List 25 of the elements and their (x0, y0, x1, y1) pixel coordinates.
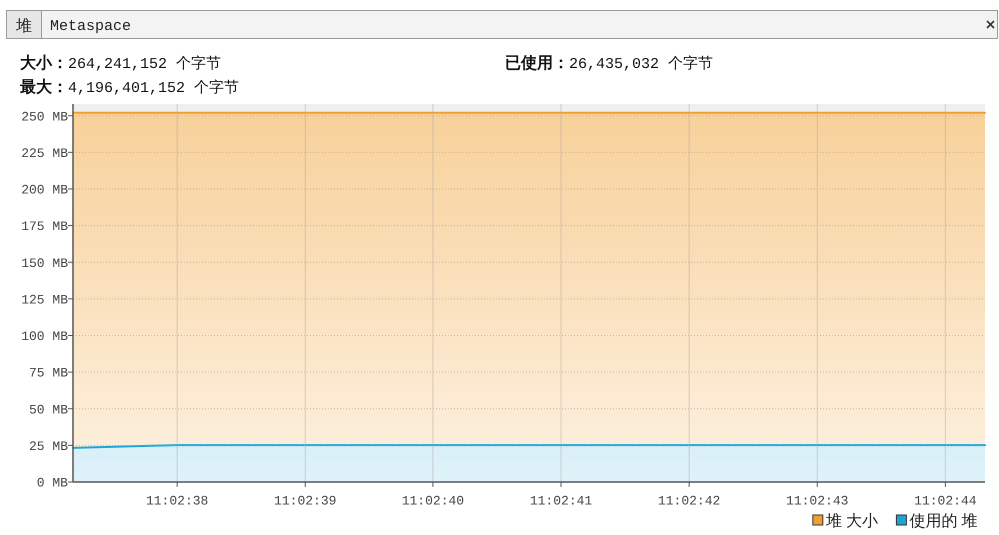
x-tick-label: 11:02:44 (914, 494, 977, 509)
text: 堆 (15, 17, 32, 35)
y-tick-label: 100 MB (21, 329, 68, 344)
y-tick-label: 200 MB (21, 182, 68, 198)
y-tick-label: 250 MB (21, 109, 68, 124)
text: 已使用：26,435,032 个字节 (505, 54, 714, 73)
text: 最大：4,196,401,152 个字节 (19, 78, 240, 97)
y-tick-label: 225 MB (21, 146, 68, 161)
y-tick-label: 50 MB (28, 402, 68, 418)
x-tick-label: 11:02:39 (274, 494, 336, 509)
text: Metaspace (50, 18, 132, 35)
x-tick-label: 11:02:43 (786, 494, 848, 509)
legend-label: 使用的 堆 (909, 512, 978, 530)
x-tick-label: 11:02:38 (146, 494, 208, 509)
text: 大小：264,241,152 个字节 (20, 54, 222, 73)
y-tick-label: 175 MB (21, 219, 68, 234)
legend-label: 堆 大小 (824, 512, 878, 530)
y-tick-label: 25 MB (28, 438, 68, 454)
x-tick-label: 11:02:41 (530, 494, 592, 509)
y-tick-label: 0 MB (36, 476, 68, 491)
y-tick-label: 150 MB (21, 256, 68, 271)
y-tick-label: 125 MB (21, 292, 68, 308)
x-tick-label: 11:02:40 (402, 494, 464, 509)
y-tick-label: 75 MB (28, 366, 68, 381)
x-tick-label: 11:02:42 (658, 494, 720, 509)
